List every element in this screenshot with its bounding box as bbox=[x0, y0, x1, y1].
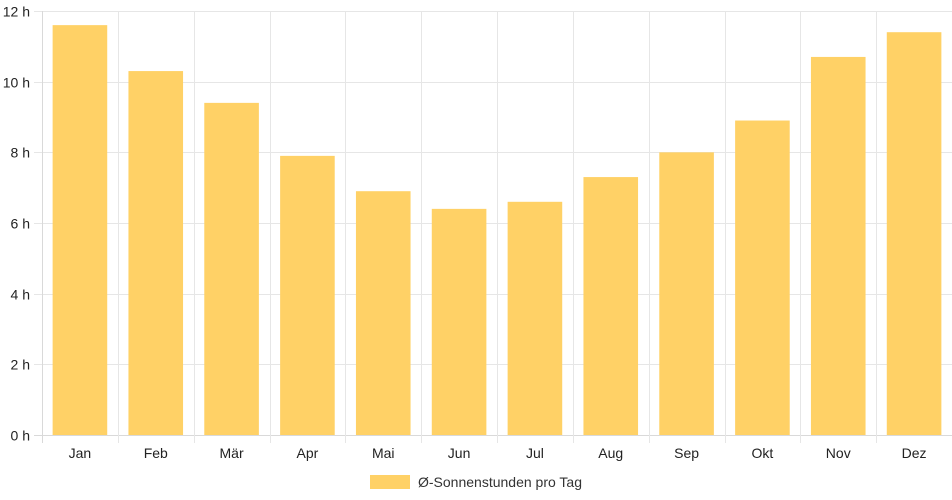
bar-okt[interactable] bbox=[735, 121, 790, 435]
x-tick-label: Jul bbox=[526, 445, 544, 461]
x-tick-label: Feb bbox=[144, 445, 168, 461]
x-tick-label: Dez bbox=[902, 445, 927, 461]
y-tick-label: 4 h bbox=[11, 287, 30, 303]
bar-apr[interactable] bbox=[280, 156, 335, 435]
x-tick-label: Aug bbox=[598, 445, 623, 461]
bar-aug[interactable] bbox=[583, 177, 638, 435]
bar-sep[interactable] bbox=[659, 152, 714, 435]
legend-swatch[interactable] bbox=[370, 475, 410, 489]
x-tick-label: Jun bbox=[448, 445, 471, 461]
y-tick-label: 0 h bbox=[11, 428, 30, 444]
bar-feb[interactable] bbox=[128, 71, 183, 435]
x-tick-label: Jan bbox=[69, 445, 92, 461]
y-axis-ticks: 0 h 2 h 4 h 6 h 8 h 10 h 12 h bbox=[3, 4, 30, 444]
x-tick-label: Mär bbox=[220, 445, 244, 461]
x-tick-label: Sep bbox=[674, 445, 699, 461]
x-tick-label: Mai bbox=[372, 445, 395, 461]
x-tick-label: Nov bbox=[826, 445, 851, 461]
y-tick-label: 8 h bbox=[11, 145, 30, 161]
legend[interactable]: Ø-Sonnenstunden pro Tag bbox=[370, 474, 582, 490]
legend-label[interactable]: Ø-Sonnenstunden pro Tag bbox=[418, 474, 582, 490]
x-tick-label: Okt bbox=[752, 445, 774, 461]
bar-jun[interactable] bbox=[432, 209, 487, 435]
bar-dez[interactable] bbox=[887, 32, 942, 435]
y-tick-label: 12 h bbox=[3, 4, 30, 20]
bar-jan[interactable] bbox=[53, 25, 108, 435]
x-tick-label: Apr bbox=[297, 445, 319, 461]
y-tick-label: 6 h bbox=[11, 216, 30, 232]
bar-nov[interactable] bbox=[811, 57, 866, 435]
y-tick-label: 10 h bbox=[3, 75, 30, 91]
bar-jul[interactable] bbox=[508, 202, 563, 435]
y-tick-label: 2 h bbox=[11, 357, 30, 373]
bar-mär[interactable] bbox=[204, 103, 259, 435]
bar-mai[interactable] bbox=[356, 191, 411, 435]
x-axis-ticks: Jan Feb Mär Apr Mai Jun Jul Aug Sep Okt Nov Dez bbox=[69, 445, 927, 461]
